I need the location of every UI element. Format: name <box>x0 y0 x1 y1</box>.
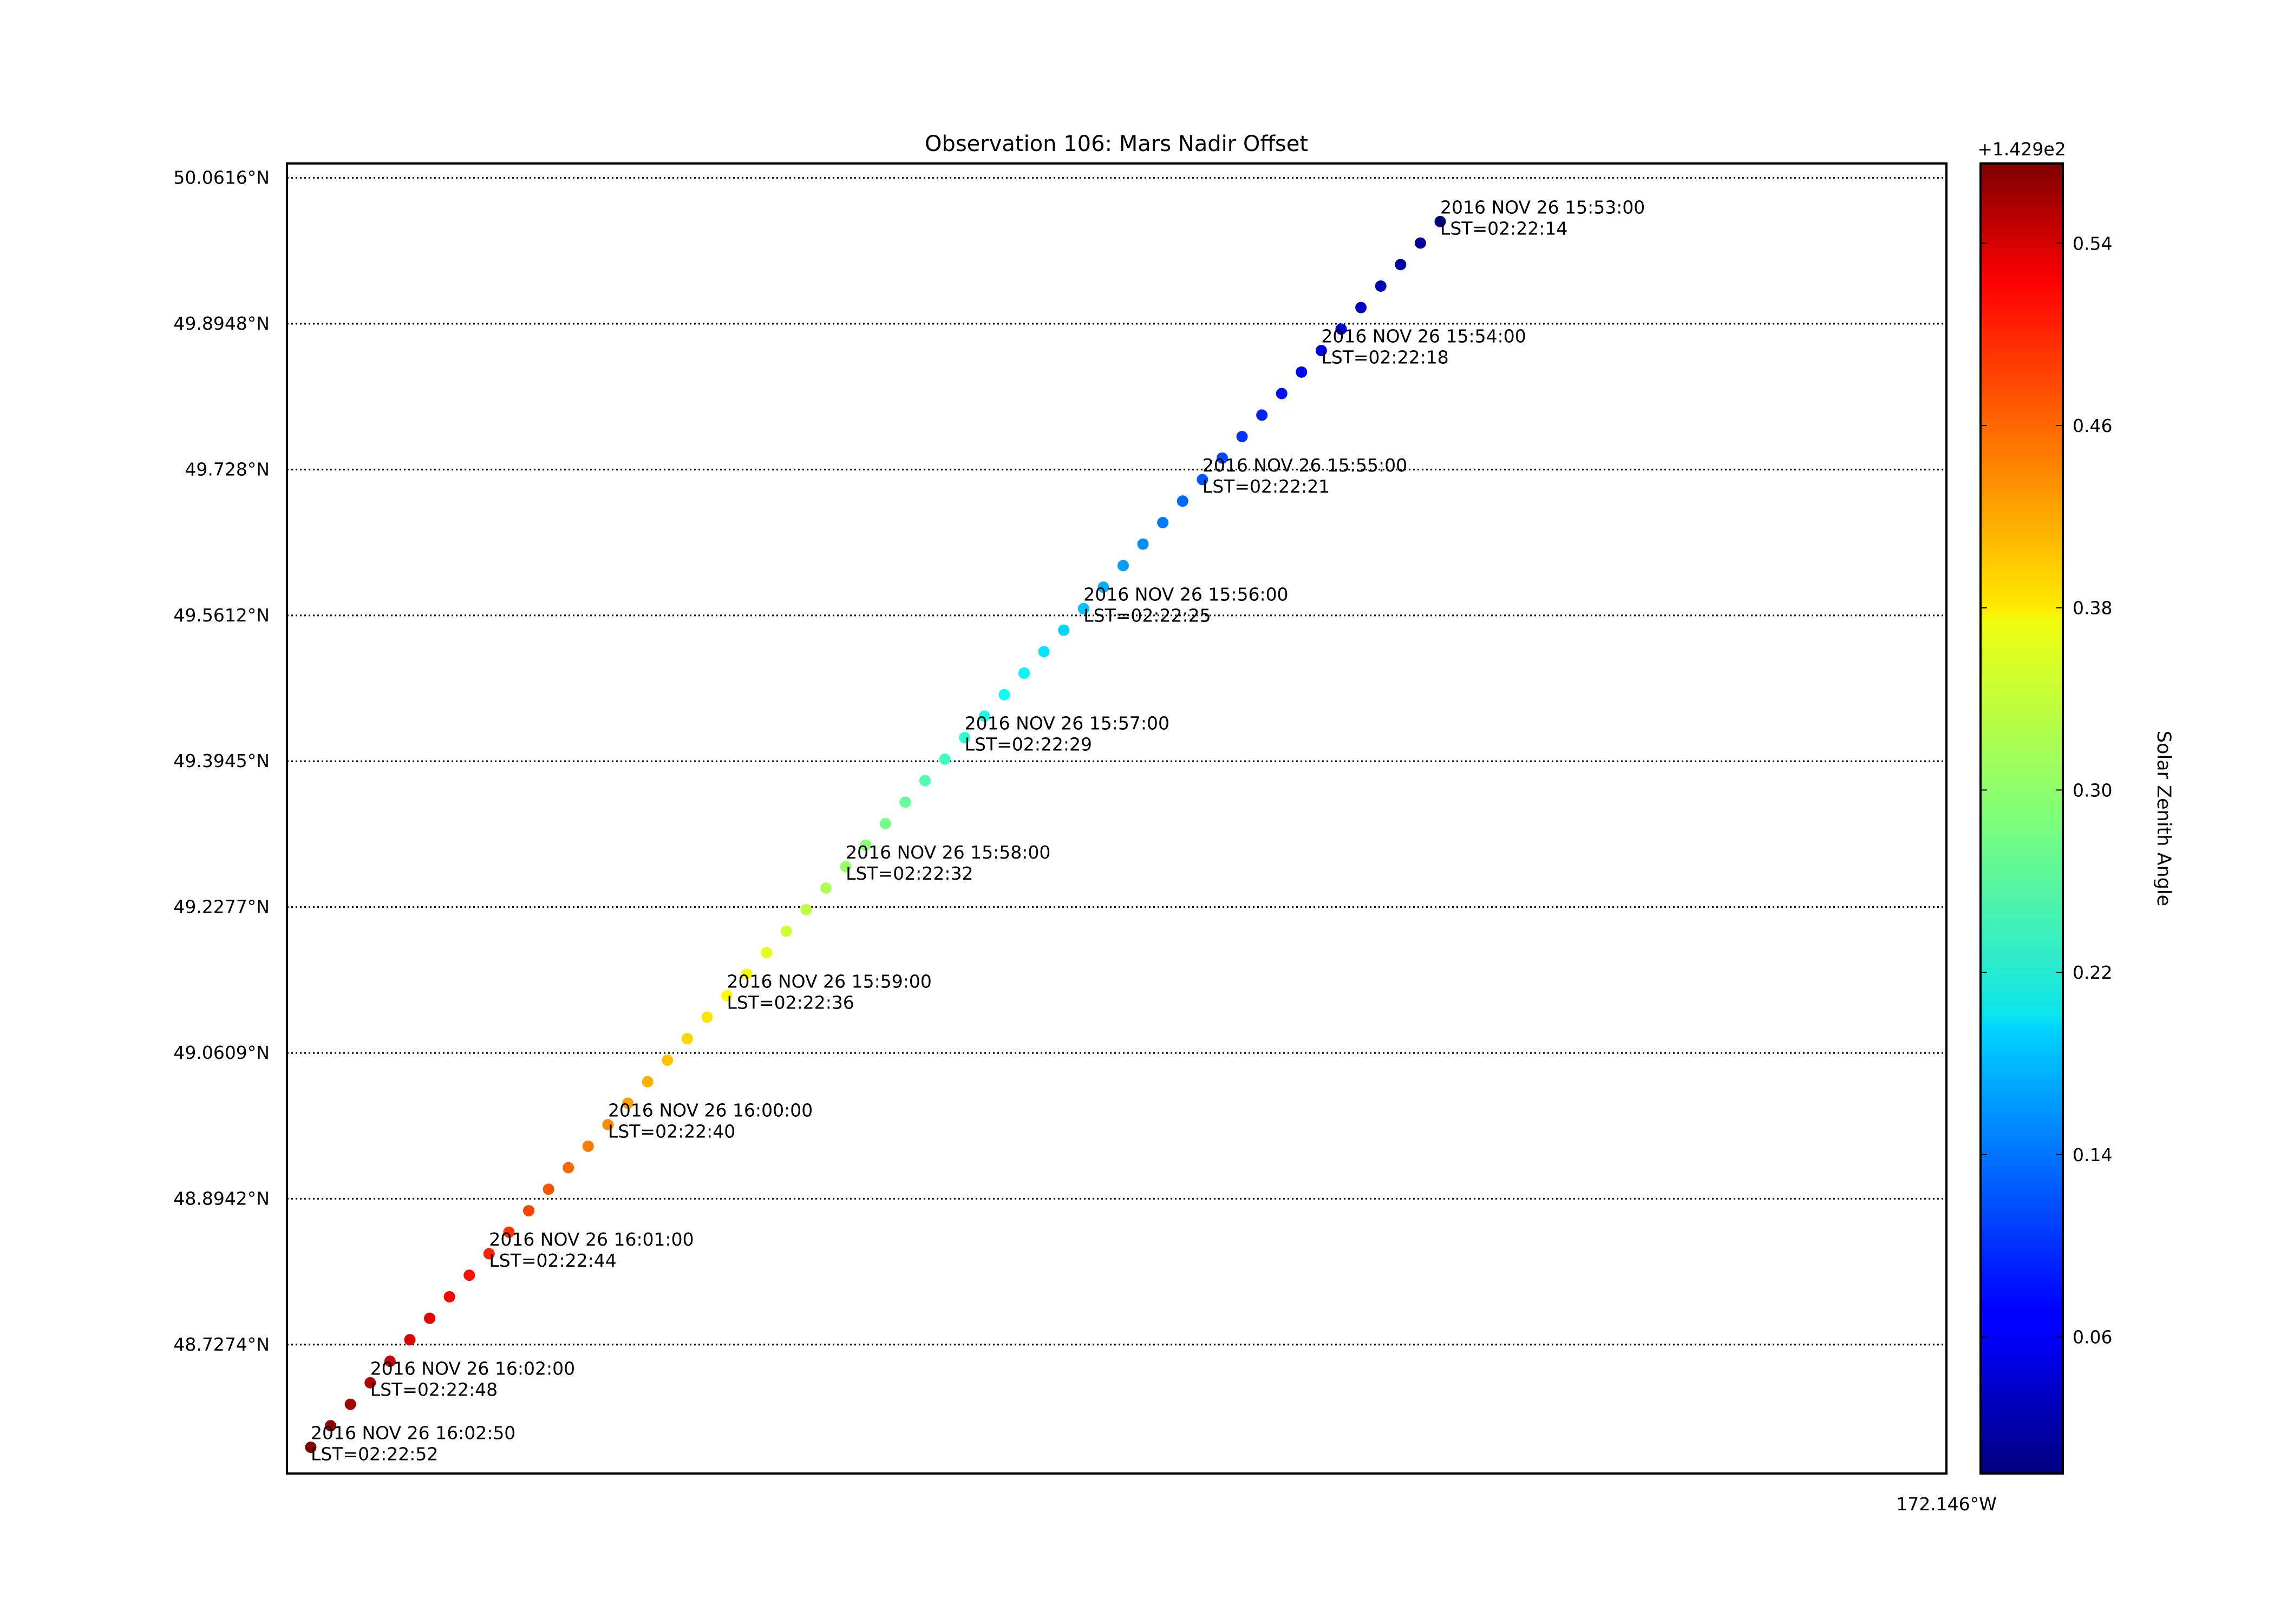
colorbar-tick-label: 0.06 <box>2073 1326 2112 1347</box>
data-point <box>642 1076 653 1087</box>
annotation-time: 2016 NOV 26 15:58:00 <box>846 842 1050 863</box>
data-point <box>1058 625 1069 636</box>
y-tick-label: 49.728°N <box>185 459 270 480</box>
y-axis-ticks: 48.7274°N 48.8942°N 49.0609°N 49.2277°N 49.3… <box>173 167 270 1354</box>
data-point <box>1375 280 1386 291</box>
data-point <box>682 1033 692 1044</box>
y-tick-label: 50.0616°N <box>173 167 270 188</box>
data-point <box>444 1291 455 1302</box>
data-point <box>900 797 911 808</box>
data-point <box>1177 496 1188 507</box>
data-point <box>424 1313 435 1324</box>
data-point <box>781 926 792 937</box>
data-point <box>761 947 772 958</box>
data-point <box>1395 259 1406 270</box>
data-point <box>1296 366 1307 377</box>
chart-title: Observation 106: Mars Nadir Offset <box>925 132 1308 156</box>
data-point <box>524 1206 534 1216</box>
annotation-time: 2016 NOV 26 16:00:00 <box>608 1100 813 1121</box>
annotation-time: 2016 NOV 26 15:55:00 <box>1203 455 1407 476</box>
annotation-time: 2016 NOV 26 16:02:00 <box>370 1358 575 1379</box>
colorbar-tick-label: 0.14 <box>2073 1144 2112 1165</box>
data-point <box>1118 560 1128 571</box>
data-point <box>1038 646 1049 657</box>
data-point <box>543 1184 554 1195</box>
colorbar-offset-label: +1.429e2 <box>1977 139 2066 160</box>
data-point <box>1276 388 1287 399</box>
annotation-time: 2016 NOV 26 15:54:00 <box>1321 326 1526 347</box>
annotation-lst: LST=02:22:14 <box>1440 218 1567 239</box>
data-point <box>1138 539 1148 549</box>
data-point <box>1415 238 1426 248</box>
data-point <box>939 754 950 764</box>
colorbar-gradient <box>1981 163 2063 1474</box>
data-point <box>662 1055 673 1066</box>
y-tick-label: 49.8948°N <box>173 313 270 334</box>
data-point <box>999 689 1010 700</box>
data-point <box>702 1012 713 1023</box>
annotation-time: 2016 NOV 26 15:53:00 <box>1440 197 1645 218</box>
data-point <box>563 1162 574 1173</box>
gridlines <box>287 178 1946 1344</box>
annotation-lst: LST=02:22:52 <box>311 1444 438 1465</box>
y-tick-label: 49.0609°N <box>173 1042 270 1063</box>
data-point <box>404 1334 415 1345</box>
data-point <box>583 1141 593 1151</box>
data-point <box>1158 517 1168 528</box>
y-tick-label: 49.5612°N <box>173 605 270 626</box>
colorbar-tick-label: 0.38 <box>2073 598 2112 619</box>
annotation-lst: LST=02:22:40 <box>608 1121 735 1142</box>
y-tick-label: 49.2277°N <box>173 896 270 918</box>
annotation-time: 2016 NOV 26 15:57:00 <box>965 713 1169 734</box>
annotation-time: 2016 NOV 26 15:56:00 <box>1083 584 1288 605</box>
y-tick-label: 48.8942°N <box>173 1188 270 1209</box>
annotation-lst: LST=02:22:32 <box>846 863 973 884</box>
annotation-lst: LST=02:22:25 <box>1083 605 1211 626</box>
annotation-time: 2016 NOV 26 16:02:50 <box>311 1423 515 1444</box>
colorbar: 0.06 0.14 0.22 0.30 0.38 0.46 0.54 +1.429e2 So… <box>1977 139 2174 1474</box>
plot-area <box>287 163 1946 1474</box>
annotation-lst: LST=02:22:21 <box>1203 476 1330 497</box>
annotation-time: 2016 NOV 26 15:59:00 <box>727 971 932 992</box>
colorbar-tick-label: 0.54 <box>2073 233 2112 254</box>
data-point <box>919 775 930 786</box>
x-tick-label: 172.146°W <box>1896 1494 1997 1515</box>
data-point <box>1237 431 1247 442</box>
annotation-lst: LST=02:22:44 <box>489 1250 616 1271</box>
data-point <box>1257 410 1267 421</box>
colorbar-label: Solar Zenith Angle <box>2153 731 2174 906</box>
data-point <box>821 883 832 894</box>
data-point <box>880 818 891 829</box>
annotation-lst: LST=02:22:36 <box>727 992 854 1013</box>
colorbar-tick-label: 0.30 <box>2073 780 2112 801</box>
data-point <box>1356 302 1367 313</box>
data-point <box>1018 667 1029 678</box>
y-tick-label: 48.7274°N <box>173 1334 270 1355</box>
annotation-lst: LST=02:22:48 <box>370 1379 498 1400</box>
colorbar-tick-label: 0.46 <box>2073 415 2112 436</box>
annotation-lst: LST=02:22:18 <box>1321 347 1448 368</box>
data-point <box>801 904 812 915</box>
annotation-lst: LST=02:22:29 <box>965 734 1092 755</box>
data-point <box>345 1399 356 1410</box>
data-point <box>464 1270 475 1281</box>
y-tick-label: 49.3945°N <box>173 750 270 771</box>
data-points <box>305 216 1446 1452</box>
colorbar-tick-label: 0.22 <box>2073 962 2112 983</box>
annotation-time: 2016 NOV 26 16:01:00 <box>489 1229 694 1250</box>
